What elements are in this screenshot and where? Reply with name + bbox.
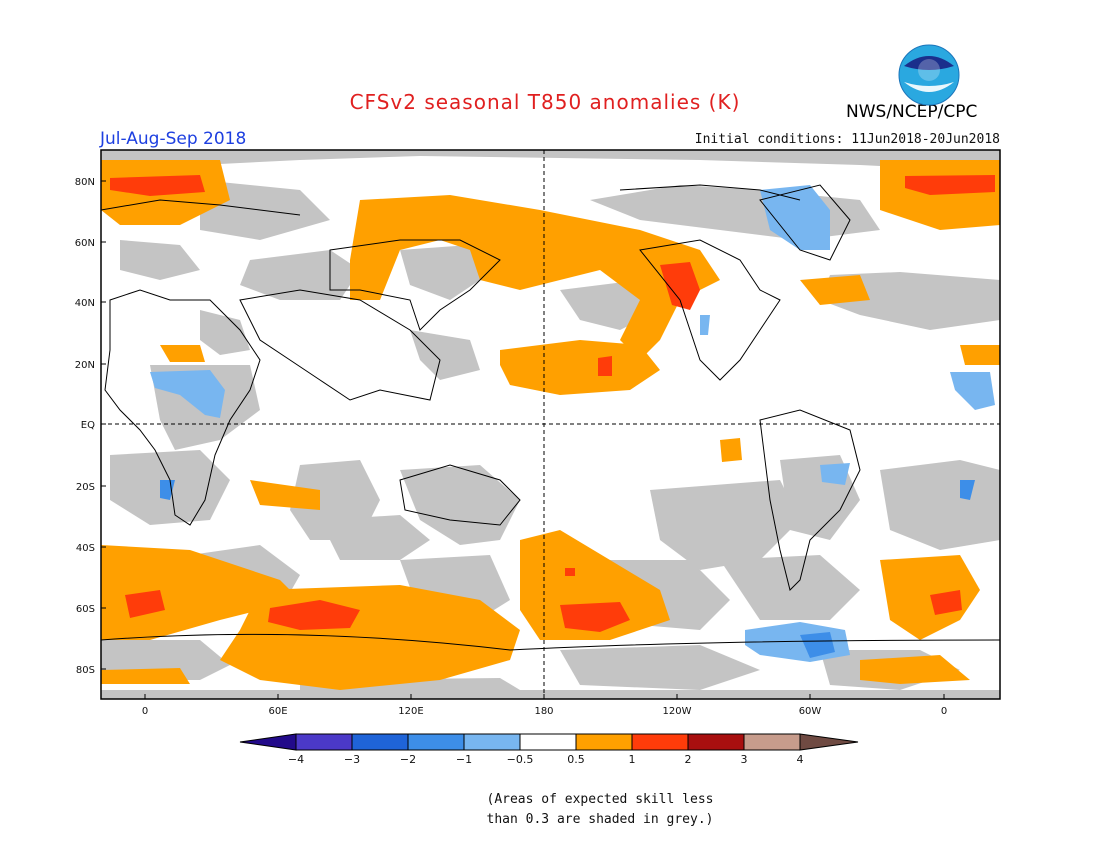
- colorbar-tick-label: 4: [797, 753, 804, 766]
- colorbar-segment: [351, 733, 409, 751]
- strong-warm-anomalies: [110, 175, 995, 632]
- map-field: [101, 150, 1000, 699]
- cool-anomalies: [150, 185, 995, 662]
- colorbar-segment: [687, 733, 745, 751]
- colorbar-segment: [463, 733, 521, 751]
- colorbar-tick-label: 3: [741, 753, 748, 766]
- colorbar-segment: [407, 733, 465, 751]
- colorbar-tick-label: −2: [400, 753, 416, 766]
- noaa-logo-icon: [898, 44, 960, 106]
- colorbar-tick-label: 1: [629, 753, 636, 766]
- lon-label: 120E: [398, 706, 423, 717]
- colorbar-segment: [295, 733, 353, 751]
- colorbar-segment: [519, 733, 577, 751]
- lat-label: EQ: [81, 420, 95, 431]
- lat-label: 80S: [76, 665, 95, 676]
- colorbar-tick-label: 0.5: [567, 753, 585, 766]
- colorbar-max-arrow: [799, 733, 859, 751]
- lon-label: 60E: [268, 706, 287, 717]
- lon-label: 180: [534, 706, 553, 717]
- lat-label: 80N: [75, 177, 95, 188]
- grey-shading-note: (Areas of expected skill less than 0.3 a…: [440, 790, 760, 830]
- lat-label: 60N: [75, 238, 95, 249]
- lat-label: 60S: [76, 604, 95, 615]
- colorbar-segment: [743, 733, 801, 751]
- colorbar-tick-label: −4: [288, 753, 304, 766]
- colorbar-tick-label: −1: [456, 753, 472, 766]
- note-line-1: (Areas of expected skill less: [486, 792, 714, 807]
- page-title: CFSv2 seasonal T850 anomalies (K): [349, 90, 741, 114]
- colorbar-segment: [575, 733, 633, 751]
- lat-label: 40S: [76, 543, 95, 554]
- initial-conditions: Initial conditions: 11Jun2018-20Jun2018: [694, 132, 1000, 147]
- lat-label: 40N: [75, 298, 95, 309]
- colorbar-tick-label: −3: [344, 753, 360, 766]
- colorbar-segment: [631, 733, 689, 751]
- colorbar-tick-label: 2: [685, 753, 692, 766]
- lat-label: 20S: [76, 482, 95, 493]
- organization-label: NWS/NCEP/CPC: [846, 102, 978, 122]
- latitude-labels: 80N 60N 40N 20N EQ 20S 40S 60S 80S: [75, 177, 106, 676]
- coastlines: [101, 184, 1000, 651]
- grey-low-skill-areas: [101, 150, 1000, 699]
- colorbar-tick-label: −0.5: [507, 753, 534, 766]
- lon-label: 0: [142, 706, 148, 717]
- lon-label: 0: [941, 706, 947, 717]
- lon-label: 60W: [799, 706, 822, 717]
- lon-label: 120W: [663, 706, 692, 717]
- lat-label: 20N: [75, 360, 95, 371]
- longitude-labels: 0 60E 120E 180 120W 60W 0: [142, 694, 947, 717]
- note-line-2: than 0.3 are shaded in grey.): [486, 812, 714, 827]
- colorbar-min-arrow: [239, 733, 297, 751]
- forecast-period: Jul-Aug-Sep 2018: [100, 129, 247, 149]
